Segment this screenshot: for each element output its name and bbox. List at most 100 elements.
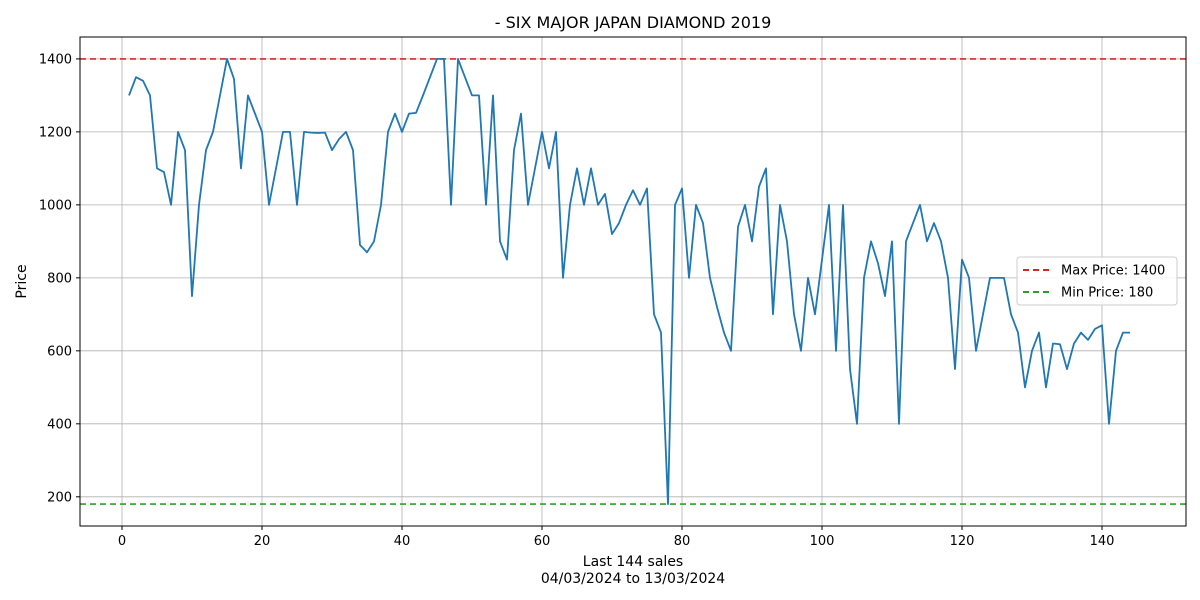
- price-point: [401, 131, 403, 133]
- price-point: [380, 204, 382, 206]
- price-point: [429, 76, 431, 78]
- legend: Max Price: 1400 Min Price: 180: [1016, 256, 1178, 306]
- price-point: [324, 131, 326, 133]
- price-point: [1115, 350, 1117, 352]
- price-point: [191, 295, 193, 297]
- price-point: [1101, 324, 1103, 326]
- legend-label-max: Max Price: 1400: [1061, 264, 1165, 279]
- price-point: [751, 240, 753, 242]
- price-point: [793, 313, 795, 315]
- price-point: [926, 240, 928, 242]
- price-point: [828, 204, 830, 206]
- price-point: [226, 58, 228, 60]
- y-tick-label: 1400: [39, 52, 72, 67]
- x-axis-ticks: 0 20 40 60 80 100 120 140: [118, 526, 1114, 549]
- price-point: [989, 277, 991, 279]
- price-point: [345, 131, 347, 133]
- price-point: [961, 258, 963, 260]
- price-point: [282, 131, 284, 133]
- price-point: [870, 240, 872, 242]
- price-point: [639, 204, 641, 206]
- reference-lines: [80, 58, 1186, 505]
- price-point: [1010, 313, 1012, 315]
- y-tick-label: 800: [47, 271, 72, 286]
- price-point: [254, 112, 256, 114]
- price-point: [1108, 423, 1110, 425]
- price-point: [618, 222, 620, 224]
- price-point: [1073, 342, 1075, 344]
- price-point: [716, 306, 718, 308]
- price-point: [1024, 386, 1026, 388]
- price-point: [744, 204, 746, 206]
- price-point: [450, 204, 452, 206]
- price-point: [821, 258, 823, 260]
- legend-box: [1016, 256, 1178, 306]
- price-point: [940, 240, 942, 242]
- price-point: [597, 204, 599, 206]
- y-tick-label: 1000: [39, 198, 72, 213]
- price-point: [303, 131, 305, 133]
- price-point: [849, 368, 851, 370]
- price-point: [758, 185, 760, 187]
- price-point: [912, 222, 914, 224]
- price-point: [625, 204, 627, 206]
- price-point: [947, 277, 949, 279]
- price-point: [219, 94, 221, 96]
- price-point: [660, 331, 662, 333]
- price-point: [422, 94, 424, 96]
- price-point: [275, 167, 277, 169]
- price-point: [548, 167, 550, 169]
- price-point: [443, 58, 445, 60]
- price-point: [492, 94, 494, 96]
- chart-title: - SIX MAJOR JAPAN DIAMOND 2019: [495, 13, 772, 32]
- price-point: [1080, 331, 1082, 333]
- price-point: [653, 313, 655, 315]
- price-point: [247, 94, 249, 96]
- price-point: [954, 368, 956, 370]
- price-point: [1045, 386, 1047, 388]
- x-tick-label: 20: [254, 534, 271, 549]
- price-point: [884, 295, 886, 297]
- price-point: [142, 80, 144, 82]
- price-point: [527, 204, 529, 206]
- price-point: [233, 78, 235, 80]
- price-point: [135, 76, 137, 78]
- price-point: [310, 131, 312, 133]
- price-point: [261, 131, 263, 133]
- price-point: [485, 204, 487, 206]
- y-tick-label: 400: [47, 417, 72, 432]
- price-point: [835, 350, 837, 352]
- price-point: [709, 277, 711, 279]
- price-point: [149, 94, 151, 96]
- price-point: [905, 240, 907, 242]
- price-point: [240, 167, 242, 169]
- price-point: [1017, 331, 1019, 333]
- price-point: [212, 131, 214, 133]
- legend-label-min: Min Price: 180: [1061, 286, 1153, 301]
- y-tick-label: 600: [47, 344, 72, 359]
- price-point: [667, 503, 669, 505]
- price-point: [1066, 368, 1068, 370]
- price-point: [366, 251, 368, 253]
- x-axis-sublabel: 04/03/2024 to 13/03/2024: [541, 571, 725, 587]
- price-point: [457, 58, 459, 60]
- price-point: [373, 240, 375, 242]
- price-point: [1129, 331, 1131, 333]
- price-point: [891, 240, 893, 242]
- price-point: [317, 132, 319, 134]
- price-point: [177, 131, 179, 133]
- price-point: [583, 204, 585, 206]
- price-point: [898, 423, 900, 425]
- price-point: [674, 204, 676, 206]
- price-point: [471, 94, 473, 96]
- price-point: [576, 167, 578, 169]
- y-tick-label: 200: [47, 490, 72, 505]
- price-point: [408, 112, 410, 114]
- price-point: [555, 131, 557, 133]
- price-point: [737, 226, 739, 228]
- price-point: [499, 240, 501, 242]
- price-point: [352, 149, 354, 151]
- price-point: [569, 204, 571, 206]
